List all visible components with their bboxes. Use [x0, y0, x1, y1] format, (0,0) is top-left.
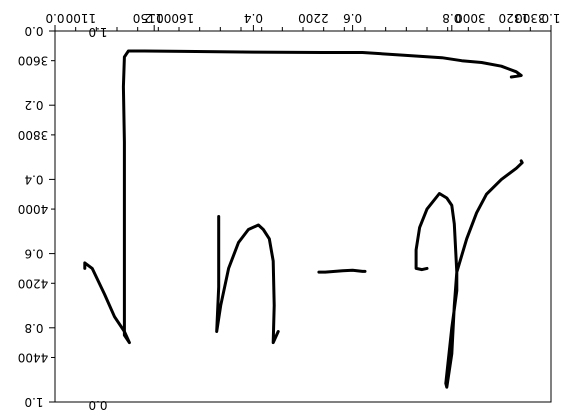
top-primary-tick-label: 1.0: [541, 11, 560, 25]
top-secondary-tick-label: 1100: [66, 11, 97, 25]
top-secondary-tick-label: 1150: [133, 11, 164, 25]
left-secondary-tick-label: 4400: [18, 350, 49, 364]
handwriting-stroke-2: [215, 215, 280, 345]
left-secondary-tick-label: 4200: [18, 276, 49, 290]
handwriting-stroke-3: [317, 268, 367, 274]
left-secondary-tick-label: 3800: [18, 128, 49, 142]
left-primary-tick-label: 0.2: [24, 98, 43, 112]
top-primary-tick-label: 0.2: [145, 11, 164, 25]
left-primary-ticks: 0.0 0.2 0.4 0.6 0.8 1.0: [24, 24, 55, 409]
handwriting-stroke-1: [83, 49, 523, 345]
left-primary-tick-label: 0.0: [24, 24, 43, 38]
top-secondary-tick-label: 3000: [455, 11, 486, 25]
top-primary-tick-label: 0.4: [244, 11, 263, 25]
handwriting-strokes: [83, 49, 524, 389]
top-secondary-tick-label: 1600: [164, 11, 195, 25]
left-primary-tick-label: 0.4: [24, 172, 43, 186]
left-primary-tick-label: 0.6: [24, 247, 43, 261]
left-secondary-tick-label: 3600: [18, 54, 49, 68]
top-secondary-tick-label: 3300: [515, 11, 546, 25]
top-secondary-tick-label: 1320: [499, 11, 530, 25]
left-primary-tick-label: 1.0: [24, 395, 43, 409]
bottom-axis-label: 0.0: [88, 398, 107, 412]
left-primary-tick-label: 0.8: [24, 321, 43, 335]
left-secondary-tick-label: 4000: [18, 202, 49, 216]
top-primary-tick-label: 0.0: [45, 11, 64, 25]
top-primary-ticks: 0.0 0.2 0.4 0.6 0.8 1.0: [45, 11, 561, 31]
top-primary-tick-label: 0.6: [343, 11, 362, 25]
handwriting-stroke-4: [414, 159, 524, 389]
top-secondary-tick-label: 2200: [298, 11, 329, 25]
top-small-label: 1.0: [88, 25, 107, 39]
left-secondary-ticks: 3600 3800 4000 4200 4400: [18, 54, 55, 364]
top-primary-tick-label: 0.8: [442, 11, 461, 25]
